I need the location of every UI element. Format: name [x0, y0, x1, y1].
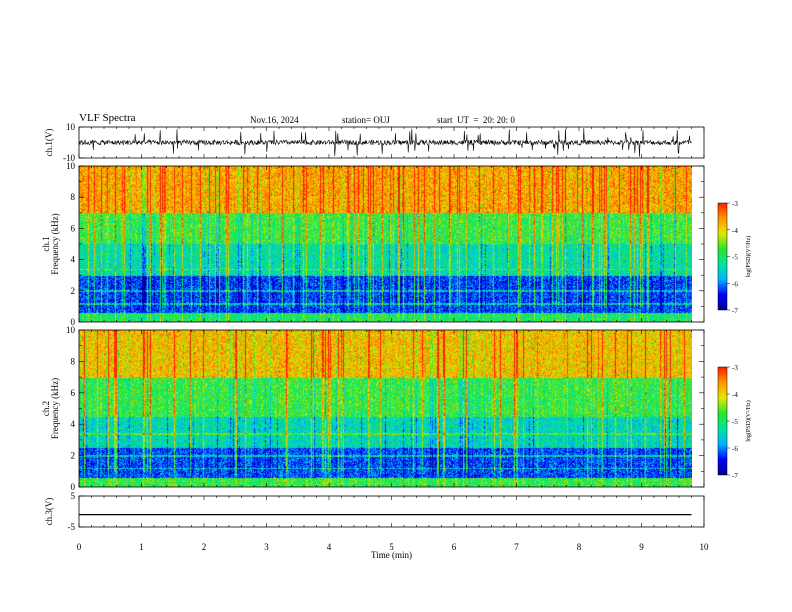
ch1-spectrogram-raster	[79, 166, 692, 322]
x-tick-label: 4	[327, 542, 332, 552]
ch1-spectrogram-colorbar	[717, 202, 728, 311]
date-label: Nov.16, 2024	[250, 115, 299, 125]
x-tick-label: 9	[639, 542, 644, 552]
y-tick-label: 2	[71, 286, 76, 296]
ch2-spectrogram-raster	[79, 330, 692, 487]
y-axis-label: ch.2	[41, 401, 51, 416]
x-tick-label: 5	[389, 542, 394, 552]
x-tick-label: 6	[452, 542, 457, 552]
x-axis-label: Time (min)	[371, 550, 412, 560]
x-tick-label: 1	[139, 542, 144, 552]
ch1-waveform-trace	[78, 127, 692, 157]
y-tick-label: 4	[71, 419, 76, 429]
y-tick-label: 2	[71, 451, 76, 461]
y-tick-label: 10	[66, 161, 76, 171]
colorbar-tick-label: -7	[732, 472, 738, 480]
y-tick-label: 4	[71, 255, 76, 265]
y-tick-label: -10	[63, 153, 75, 163]
x-tick-label: 3	[264, 542, 269, 552]
x-tick-label: 2	[202, 542, 207, 552]
y-tick-label: 5	[71, 491, 76, 501]
x-tick-label: 0	[77, 542, 82, 552]
y-tick-label: 10	[66, 325, 76, 335]
y-axis-label: ch.3(V)	[44, 498, 54, 526]
y-tick-label: -5	[68, 522, 76, 532]
y-axis-label: Frequency (kHz)	[50, 378, 60, 439]
y-axis-label: Frequency (kHz)	[50, 213, 60, 274]
colorbar-tick-label: -3	[732, 200, 738, 208]
ch2-spectrogram-colorbar	[717, 366, 728, 476]
y-tick-label: 0	[71, 482, 76, 492]
station-label: station= OUJ	[342, 115, 390, 125]
colorbar-tick-label: -5	[732, 254, 738, 262]
colorbar-tick-label: -3	[732, 364, 738, 372]
colorbar-tick-label: -6	[732, 445, 738, 453]
colorbar-tick-label: -6	[732, 280, 738, 288]
y-tick-label: 10	[66, 122, 76, 132]
x-tick-label: 10	[700, 542, 710, 552]
start-time-label: start UT = 20: 20: 0	[437, 115, 515, 125]
colorbar-label: log(PSD)(V²/Hz)	[745, 236, 752, 277]
y-axis-label: ch.1	[41, 236, 51, 251]
y-axis-label: ch.1(V)	[44, 129, 54, 157]
y-tick-label: 0	[71, 317, 76, 327]
colorbar-label: log(PSD)(V²/Hz)	[745, 400, 752, 441]
x-tick-label: 8	[577, 542, 582, 552]
y-tick-label: 8	[71, 192, 76, 202]
ch3-waveform-frame	[78, 495, 705, 528]
colorbar-tick-label: -4	[732, 227, 738, 235]
colorbar-tick-label: -5	[732, 418, 738, 426]
y-tick-label: 8	[71, 356, 76, 366]
figure-title: VLF Spectra	[79, 112, 136, 124]
colorbar-tick-label: -7	[732, 307, 738, 315]
x-tick-label: 7	[514, 542, 519, 552]
y-tick-label: 6	[71, 388, 76, 398]
y-tick-label: 6	[71, 223, 76, 233]
colorbar-tick-label: -4	[732, 391, 738, 399]
